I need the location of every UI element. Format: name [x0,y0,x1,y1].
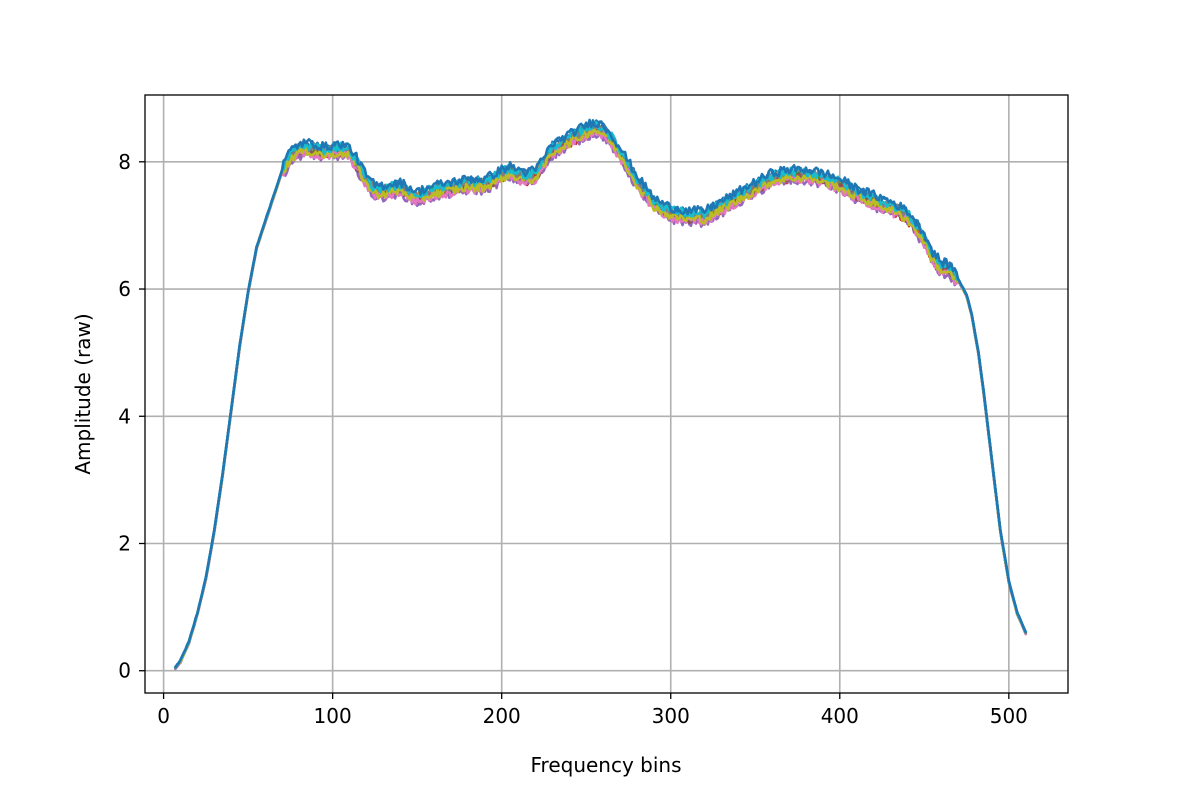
series-line-10 [174,119,1028,669]
y-axis-label: Amplitude (raw) [71,313,95,474]
y-tick-label: 6 [118,277,131,301]
y-tick-label: 8 [118,150,131,174]
x-tick-label: 400 [821,704,859,728]
grid [145,95,1068,693]
series-line-9 [174,128,1028,670]
y-tick-label: 4 [118,404,131,428]
y-axis: 0 2 4 6 8 [118,150,145,683]
y-tick-label: 0 [118,659,131,683]
x-axis-label: Frequency bins [530,753,681,777]
x-tick-label: 300 [652,704,690,728]
y-tick-label: 2 [118,532,131,556]
x-tick-label: 500 [990,704,1028,728]
x-tick-label: 100 [314,704,352,728]
x-tick-label: 0 [157,704,170,728]
series-layer [174,118,1028,671]
x-tick-label: 200 [483,704,521,728]
x-axis: 0 100 200 300 400 500 [157,693,1028,728]
plot-frame [144,94,1069,694]
series-line-11 [174,118,1028,669]
